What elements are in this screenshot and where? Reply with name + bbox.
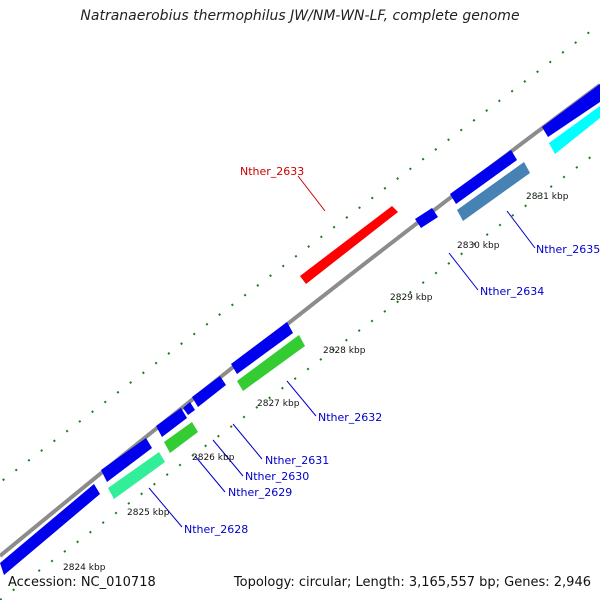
- cds-arrow-2[interactable]: [101, 438, 152, 482]
- gene-2629-bar[interactable]: [164, 422, 198, 453]
- inner-dotted-ruler: [0, 149, 600, 600]
- cds-arrow-4[interactable]: [183, 402, 195, 415]
- gene-label-2630[interactable]: Nther_2630: [245, 470, 309, 483]
- cds-arrow-5[interactable]: [192, 376, 226, 407]
- gene-label-2628[interactable]: Nther_2628: [184, 523, 248, 536]
- kbp-label-2829: 2829 kbp: [390, 293, 433, 303]
- kbp-label-2828: 2828 kbp: [323, 346, 366, 356]
- gene-label-2629[interactable]: Nther_2629: [228, 486, 292, 499]
- gene-2632-bar[interactable]: [237, 335, 305, 391]
- gene-2628-leader: [148, 487, 183, 528]
- gene-label-2632[interactable]: Nther_2632: [318, 411, 382, 424]
- gene-2632-leader: [286, 380, 317, 417]
- cds-arrow-3[interactable]: [156, 408, 187, 437]
- gene-cyan-bar[interactable]: [549, 106, 600, 154]
- map-title: Natranaerobius thermophilus JW/NM-WN-LF,…: [80, 8, 520, 24]
- genome-backbone: [0, 83, 600, 558]
- gene-2635-bar[interactable]: [457, 162, 530, 221]
- gene-label-2633[interactable]: Nther_2633: [240, 165, 304, 178]
- cds-arrow-9[interactable]: [542, 84, 600, 137]
- gene-label-2631[interactable]: Nther_2631: [265, 454, 329, 467]
- gene-2633-leader: [297, 175, 326, 212]
- gene-2633-arrow[interactable]: [300, 206, 398, 284]
- cds-arrow-8[interactable]: [450, 150, 517, 204]
- genome-stats-label: Topology: circular; Length: 3,165,557 bp…: [233, 575, 591, 590]
- kbp-label-2824: 2824 kbp: [63, 563, 106, 573]
- kbp-label-2825: 2825 kbp: [127, 508, 170, 518]
- kbp-label-2831: 2831 kbp: [526, 192, 569, 202]
- outer-dotted-ruler: [0, 23, 600, 484]
- gene-2630-leader: [212, 439, 244, 477]
- gene-label-2634[interactable]: Nther_2634: [480, 285, 544, 298]
- gene-2631-leader: [232, 423, 263, 460]
- kbp-label-2826: 2826 kbp: [192, 453, 235, 463]
- gene-2634-leader: [448, 252, 479, 291]
- cds-arrow-6[interactable]: [231, 322, 293, 374]
- accession-label: Accession: NC_010718: [8, 575, 156, 590]
- kbp-label-2827: 2827 kbp: [257, 399, 300, 409]
- gene-2628-bar[interactable]: [108, 452, 165, 499]
- cds-arrow-7[interactable]: [415, 208, 438, 228]
- gene-2629-leader: [194, 455, 226, 493]
- kbp-label-2830: 2830 kbp: [457, 241, 500, 251]
- gene-2635-leader: [506, 210, 536, 249]
- cds-arrow-1[interactable]: [0, 484, 100, 575]
- gene-label-2635[interactable]: Nther_2635: [536, 243, 600, 256]
